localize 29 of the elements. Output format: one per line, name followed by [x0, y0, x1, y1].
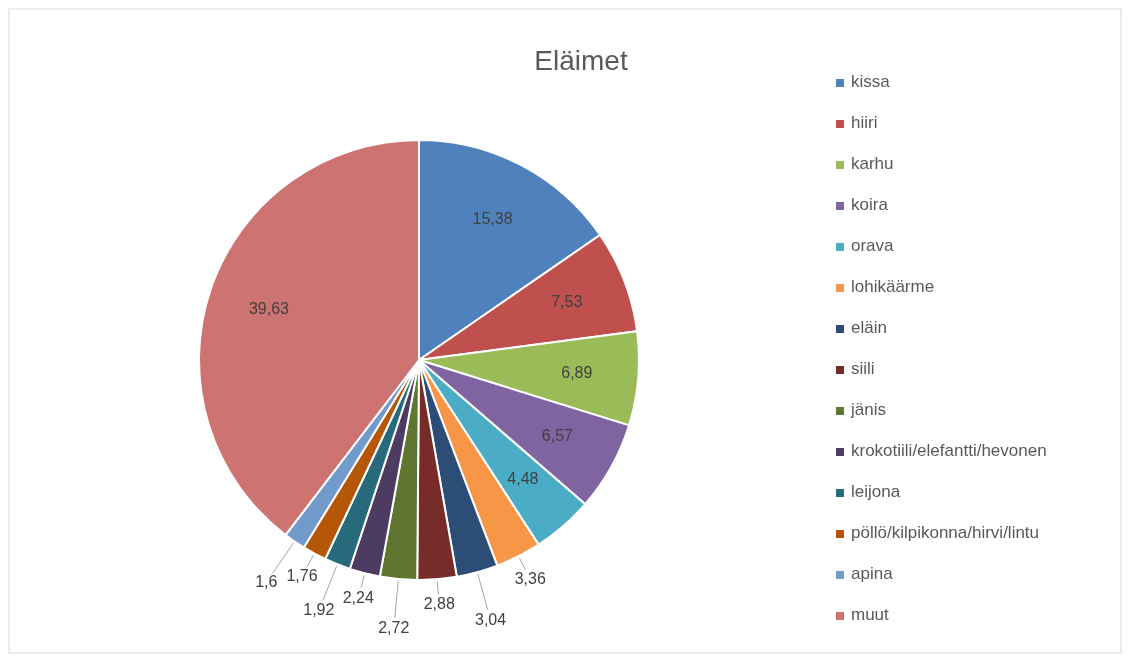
- data-label: 6,57: [541, 427, 574, 445]
- legend-label: kissa: [851, 72, 891, 92]
- legend-label: siili: [851, 359, 875, 379]
- chart-title: Eläimet: [534, 45, 628, 77]
- data-label: 1,76: [286, 566, 318, 584]
- legend-label: jänis: [850, 400, 886, 420]
- legend-label: orava: [851, 236, 895, 256]
- data-label: 1,92: [303, 600, 335, 618]
- legend-label: muut: [851, 605, 890, 625]
- data-label: 2,88: [423, 595, 455, 613]
- legend-label: karhu: [851, 154, 894, 174]
- legend-label: eläin: [851, 318, 887, 338]
- data-label: 6,89: [561, 363, 593, 381]
- data-label: 3,04: [475, 610, 507, 628]
- legend-label: hiiri: [851, 113, 878, 133]
- legend-label: koira: [851, 195, 889, 215]
- data-label: 7,53: [551, 293, 583, 311]
- data-label: 39,63: [248, 299, 290, 317]
- data-label: 2,72: [378, 619, 410, 637]
- legend-label: krokotiili/elefantti/hevonen: [851, 441, 1047, 461]
- legend-label: pöllö/kilpikonna/hirvi/lintu: [851, 523, 1040, 543]
- legend-label: leijona: [851, 482, 901, 502]
- data-label: 4,48: [507, 469, 539, 487]
- data-label: 15,38: [472, 209, 513, 227]
- data-label: 3,36: [514, 569, 546, 587]
- legend-label: lohikäärme: [851, 277, 935, 297]
- legend-label: apina: [851, 564, 894, 584]
- data-label: 2,24: [342, 588, 374, 606]
- data-label: 1,6: [255, 572, 278, 590]
